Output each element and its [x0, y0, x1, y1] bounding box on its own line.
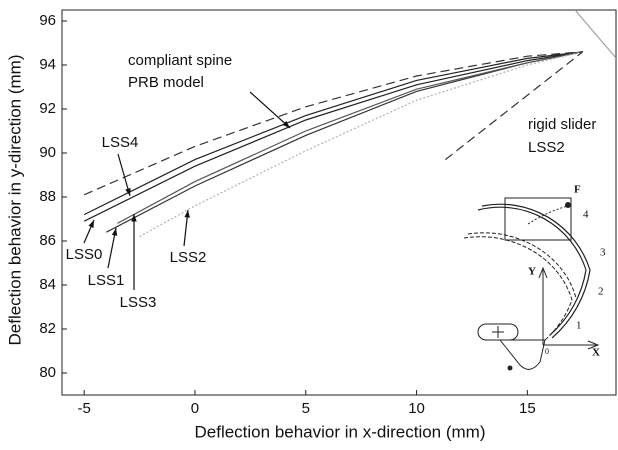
inset-diagram: F X Y 0 1 2 3 4	[463, 184, 606, 371]
y-tick-label: 86	[39, 232, 56, 249]
series-line	[444, 51, 584, 161]
y-axis-label: Deflection behavior in y-direction (mm)	[5, 55, 24, 346]
series-label: LSS3	[120, 294, 157, 311]
series-line	[83, 51, 583, 216]
x-tick-label: 15	[519, 400, 536, 417]
arrow-head	[282, 120, 290, 128]
y-tick-label: 88	[39, 188, 56, 205]
annotation: LSS2	[528, 139, 565, 156]
series-line	[139, 51, 583, 238]
arrow-head	[131, 214, 137, 222]
inset-label: 1	[576, 320, 582, 332]
series-line	[117, 51, 583, 224]
inset-label: 4	[583, 209, 589, 221]
y-tick-label: 90	[39, 144, 56, 161]
series-label: LSS0	[66, 246, 103, 263]
tangent-line	[574, 9, 617, 59]
arrow-head	[184, 210, 190, 218]
x-axis-label: Deflection behavior in x-direction (mm)	[195, 422, 486, 441]
x-tick-label: -5	[77, 400, 90, 417]
series-label: LSS4	[102, 134, 139, 151]
arrow-head	[88, 220, 94, 228]
y-tick-label: 82	[39, 320, 56, 337]
series-line	[83, 51, 583, 222]
y-tick-label: 80	[39, 364, 56, 381]
y-tick-label: 96	[39, 12, 56, 29]
x-tick-label: 5	[302, 400, 310, 417]
y-tick-label: 92	[39, 100, 56, 117]
inset-label: 3	[600, 247, 606, 259]
x-tick-label: 10	[408, 400, 425, 417]
annotation: rigid slider	[528, 116, 596, 133]
annotation: compliant spine	[128, 52, 232, 69]
series-line	[83, 51, 583, 196]
arrow-head	[111, 228, 118, 236]
series-label: LSS2	[170, 249, 207, 266]
inset-label: Y	[528, 266, 536, 278]
inset-label: 0	[545, 347, 549, 356]
inset-label: F	[574, 184, 581, 196]
inset-label: X	[592, 347, 600, 359]
inset-label: 2	[598, 286, 604, 298]
y-tick-label: 94	[39, 56, 56, 73]
y-tick-label: 84	[39, 276, 56, 293]
arrow	[249, 91, 291, 129]
plot-frame	[61, 9, 617, 396]
series-label: LSS1	[88, 272, 125, 289]
arrow-head	[125, 188, 131, 196]
annotation: PRB model	[128, 74, 204, 91]
x-tick-label: 0	[191, 400, 199, 417]
